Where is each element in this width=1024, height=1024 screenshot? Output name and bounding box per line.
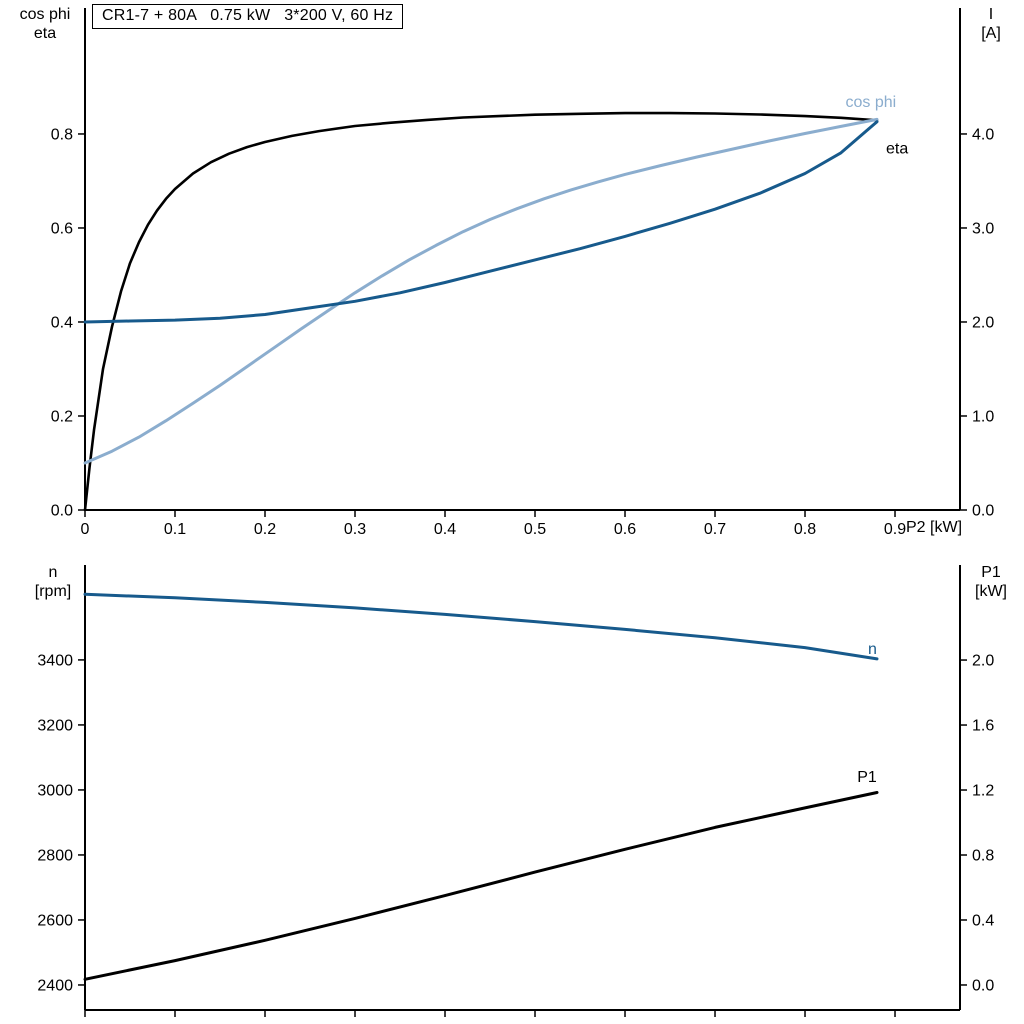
left-tick-label: 0.0 [51,503,73,520]
power-P1-curve [83,791,879,981]
left-tick-label: 0.6 [51,220,73,237]
left-tick-label: 0.2 [51,408,73,425]
x-tick-label: 0.8 [794,521,816,538]
left-tick-label: 2600 [37,912,73,929]
speed-axis-label: n [48,564,58,581]
left-tick-label: 2400 [37,977,73,994]
bottom-chart-left-axis-title: n [rpm] [22,563,84,601]
cos-phi-curve [83,117,879,465]
top-chart-right-axis-title: I [A] [962,5,1020,43]
x-tick-label: 0.9 [884,521,906,538]
current-axis-label: I [988,6,994,23]
chart-title-box: CR1-7 + 80A 0.75 kW 3*200 V, 60 Hz [92,4,404,29]
right-tick-label: 0.8 [972,848,994,865]
p1-unit-label: [kW] [975,583,1007,600]
left-tick-label: 2800 [37,847,73,864]
x-tick-label: 0.7 [704,521,726,538]
right-tick-label: 4.0 [972,126,994,143]
right-tick-label: 1.2 [972,783,994,800]
eta-axis-label: eta [33,25,57,42]
current-unit-label: [A] [981,25,1001,42]
speed-n-curve-label: n [868,641,877,658]
current-I-curve [83,120,879,324]
right-tick-label: 1.6 [972,718,994,735]
speed-n-curve [83,592,879,661]
top-chart-left-axis-title: cos phi eta [6,5,84,43]
x-tick-label: 0.2 [254,521,276,538]
left-tick-label: 0.4 [51,314,73,331]
chart-area-0: 0 0.1 0.2 0.3 0.4 0.5 0.6 0.7 0.8 0.9 0.0 0.2 0.4 0.6… [51,8,994,538]
right-tick-label: 0.0 [972,503,994,520]
right-tick-label: 0.4 [972,912,994,929]
right-tick-label: 2.0 [972,653,994,670]
x-tick-label: 0.4 [434,521,456,538]
cos-phi-curve-label: cos phi [846,94,897,111]
x-axis-label-p2: P2 [kW] [906,519,963,536]
chart-area-1: 2400 2600 2800 3000 3200 3400 0.0 0.4 0.8 1.2 1.6 2… [37,565,994,1017]
x-tick-label: 0.1 [164,521,186,538]
right-tick-label: 0.0 [972,977,994,994]
eta-curve [83,111,879,512]
x-tick-label: 0.5 [524,521,546,538]
left-tick-label: 3200 [37,717,73,734]
x-tick-label: 0.6 [614,521,636,538]
left-tick-label: 0.8 [51,126,73,143]
x-tick-label: 0.3 [344,521,366,538]
right-tick-label: 3.0 [972,220,994,237]
p1-axis-label: P1 [981,564,1001,581]
left-tick-label: 3000 [37,782,73,799]
right-tick-label: 2.0 [972,314,994,331]
eta-curve-label: eta [886,141,908,158]
x-tick-label: 0 [81,521,90,538]
power-P1-curve-label: P1 [857,769,877,786]
left-tick-label: 3400 [37,652,73,669]
bottom-chart-right-axis-title: P1 [kW] [960,563,1022,601]
right-tick-label: 1.0 [972,408,994,425]
cos-phi-axis-label: cos phi [19,6,71,23]
speed-unit-label: [rpm] [34,583,72,600]
